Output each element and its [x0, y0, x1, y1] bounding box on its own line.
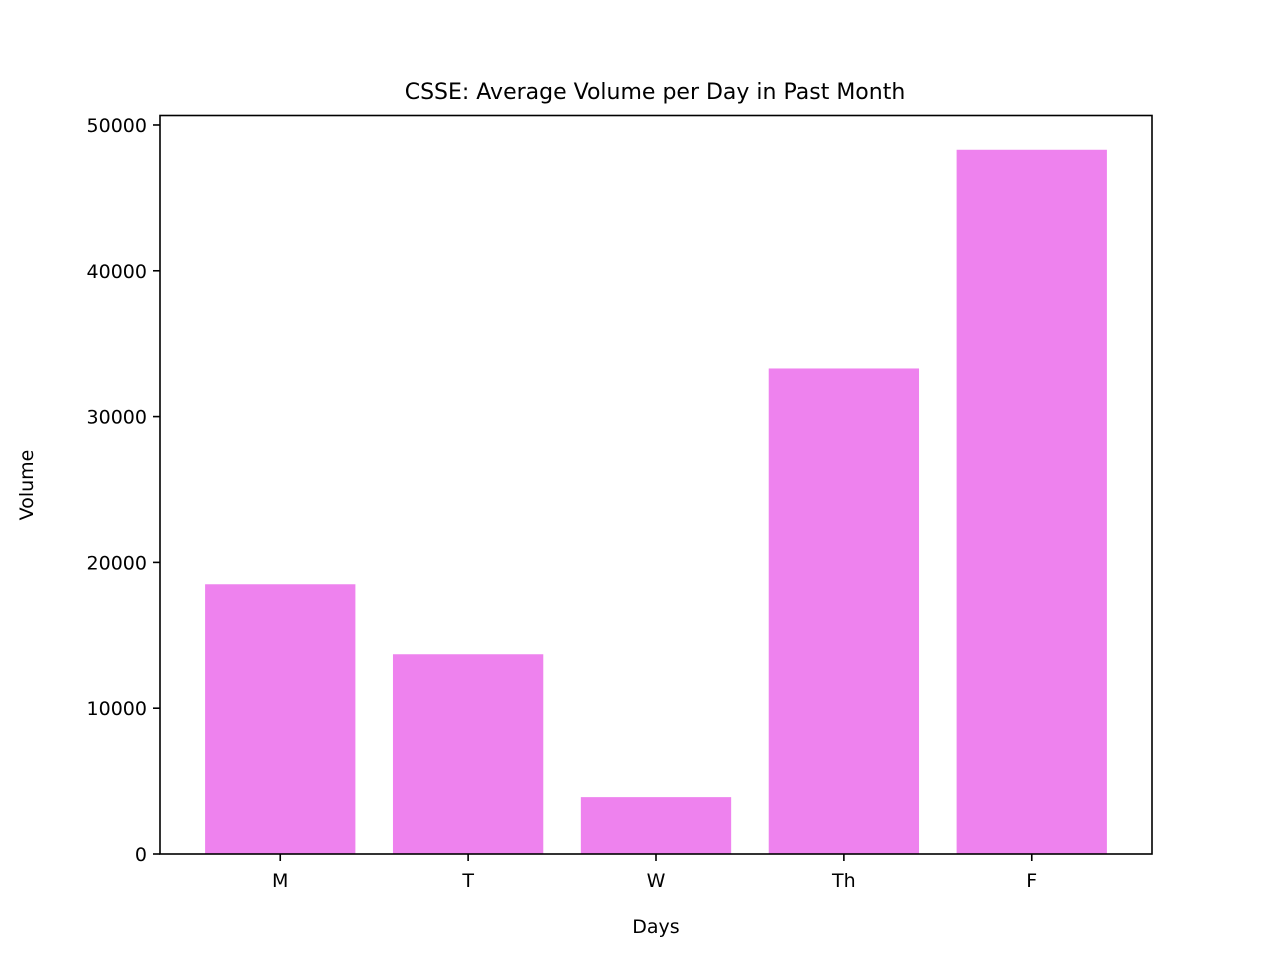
x-tick-label: W — [647, 870, 666, 892]
x-tick-label: Th — [831, 870, 856, 892]
y-tick-label: 40000 — [87, 261, 147, 283]
bar-th — [768, 368, 920, 854]
bar-m — [205, 584, 356, 854]
x-tick-label: M — [272, 870, 288, 892]
y-axis: 0 10000 20000 30000 40000 50000 — [87, 115, 160, 866]
bar-w — [580, 797, 732, 854]
x-tick-label: T — [461, 870, 474, 892]
y-tick-label: 20000 — [87, 552, 147, 574]
y-axis-label: Volume — [16, 450, 38, 521]
x-tick-label: F — [1026, 870, 1037, 892]
bars-group — [205, 149, 1107, 855]
bar-t — [392, 654, 544, 854]
plot-area-frame — [159, 114, 1153, 855]
bar-f — [956, 149, 1107, 855]
chart-title: CSSE: Average Volume per Day in Past Mon… — [405, 80, 906, 105]
y-tick-label: 10000 — [87, 698, 147, 720]
x-axis: M T W Th F — [272, 854, 1037, 892]
y-tick-label: 50000 — [87, 115, 147, 137]
y-tick-label: 30000 — [87, 407, 147, 429]
x-axis-label: Days — [632, 916, 679, 938]
y-tick-label: 0 — [135, 844, 147, 866]
